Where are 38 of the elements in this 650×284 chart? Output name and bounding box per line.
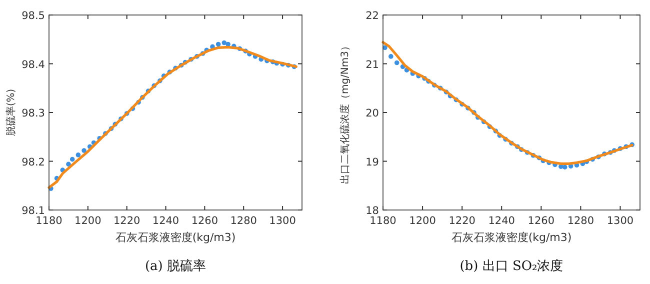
y-tick-label: 18: [366, 205, 379, 217]
x-tick-label: 1280: [230, 215, 257, 227]
point: [394, 60, 400, 66]
x-tick-label: 1240: [152, 215, 180, 227]
x-tick-label: 1220: [448, 215, 476, 227]
y-tick-label: 98.2: [22, 156, 45, 168]
y-tick-label: 21: [366, 58, 379, 71]
point: [562, 164, 568, 170]
x-tick-label: 1300: [269, 215, 296, 227]
x-tick-label: 1180: [36, 215, 62, 227]
x-axis-title: 石灰石浆液密度(kg/m3): [115, 231, 236, 244]
y-tick-label: 98.4: [22, 58, 46, 71]
x-tick-label: 1200: [74, 215, 102, 227]
text: (b) 出口 SO₂浓度: [460, 258, 564, 274]
y-axis-title: 脱硫率(%): [5, 88, 17, 136]
y-tick-label: 98.5: [22, 10, 45, 22]
x-tick-label: 1200: [409, 215, 436, 227]
y-tick-label: 20: [366, 108, 379, 120]
point: [216, 42, 221, 47]
point: [76, 152, 81, 158]
x-tick-label: 1260: [191, 215, 218, 227]
x-tick-label: 1280: [567, 215, 594, 227]
x-tick-label: 1220: [113, 215, 140, 227]
y-tick-label: 19: [366, 156, 379, 168]
x-tick-label: 1240: [488, 215, 515, 227]
y-axis-title: 出口二氧化硫浓度（mg/Nm3）: [339, 40, 351, 184]
point: [388, 54, 394, 59]
x-axis-title: 石灰石浆液密度(kg/m3): [451, 231, 572, 244]
x-tick-label: 1260: [528, 215, 555, 227]
point: [82, 148, 86, 153]
x-tick-label: 1180: [370, 215, 396, 227]
point: [70, 156, 75, 162]
point: [66, 162, 71, 167]
y-tick-label: 98.1: [22, 205, 45, 217]
text: (a) 脱硫率: [144, 258, 206, 274]
y-tick-label: 98.3: [22, 108, 45, 120]
x-tick-label: 1300: [606, 215, 634, 227]
y-tick-label: 22: [366, 10, 379, 22]
